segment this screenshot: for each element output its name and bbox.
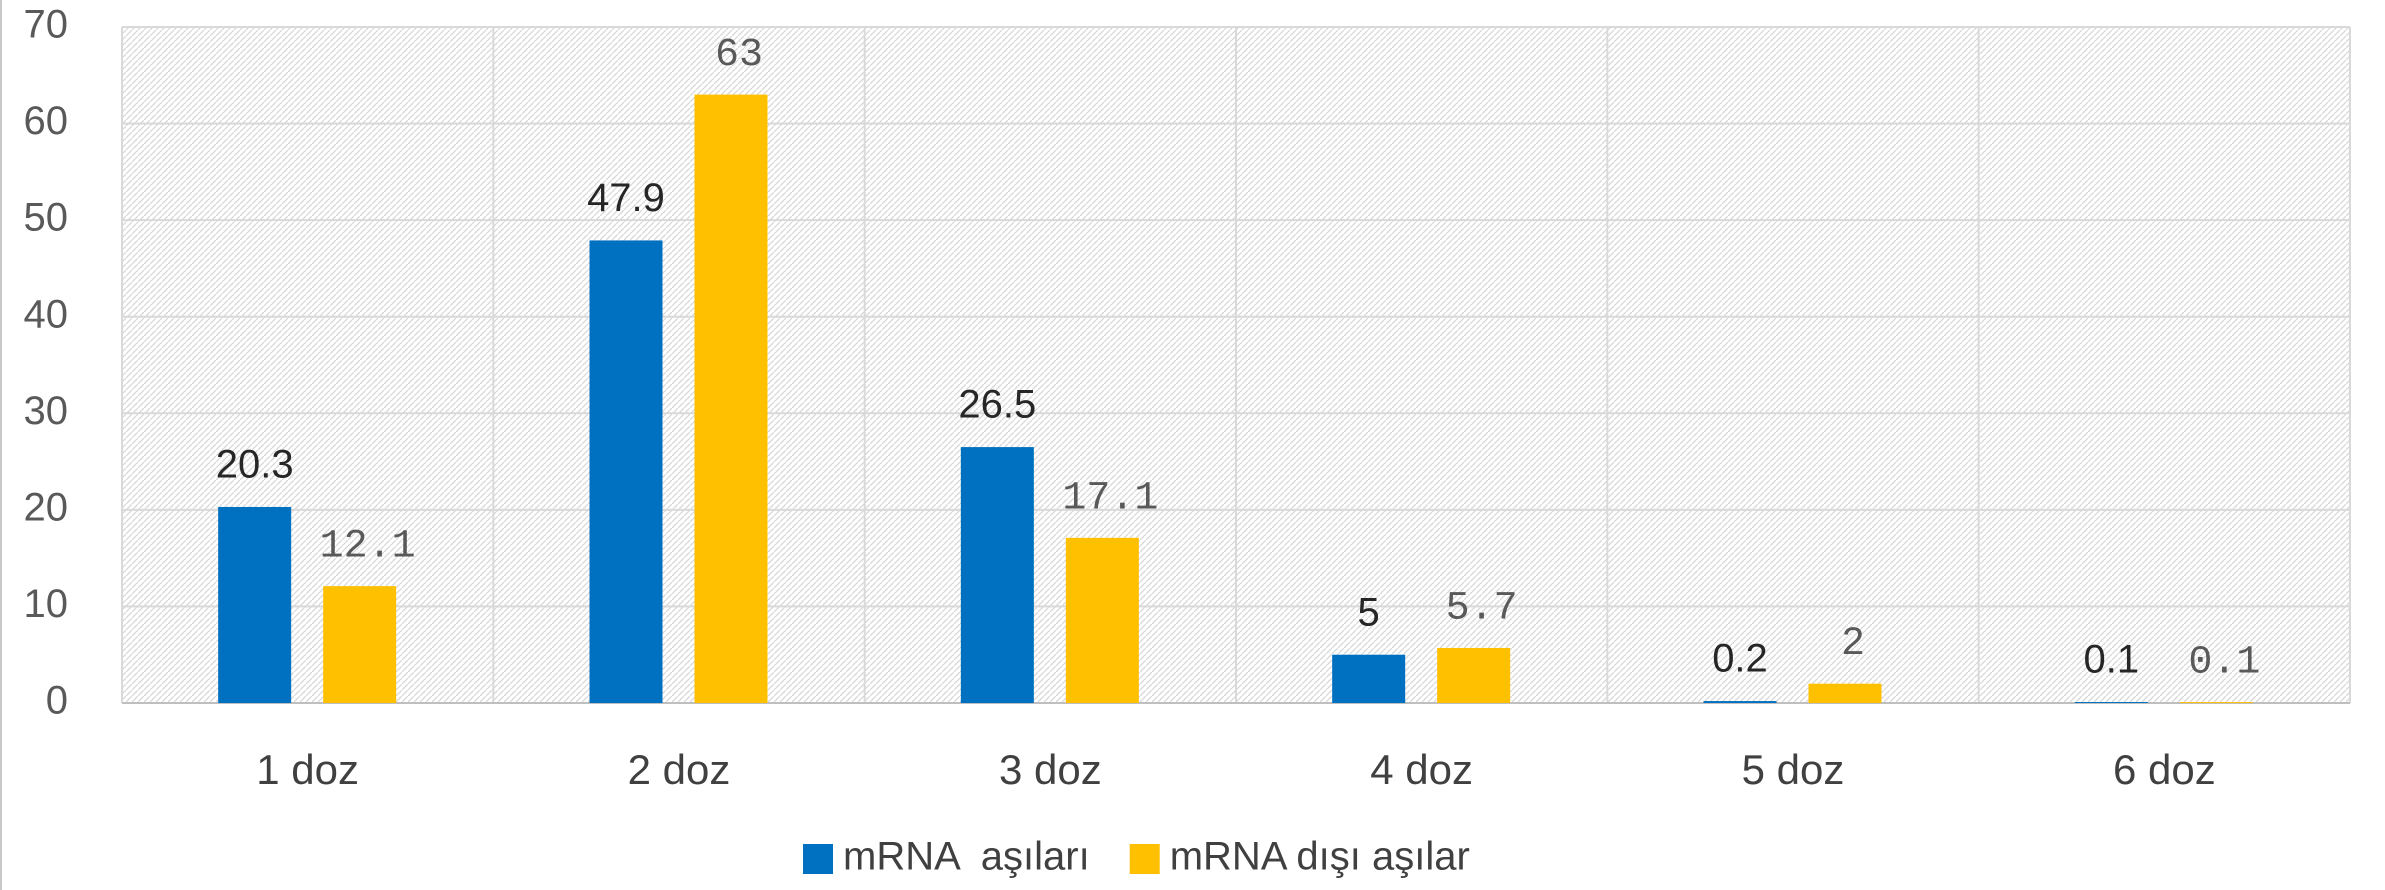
bar xyxy=(960,447,1034,703)
bar xyxy=(1065,537,1139,703)
y-tick-label: 20 xyxy=(24,485,69,529)
x-tick-label: 3 doz xyxy=(999,746,1102,793)
data-label: 12.1 xyxy=(320,525,416,570)
x-tick-label: 2 doz xyxy=(628,746,731,793)
x-tick-label: 5 doz xyxy=(1742,746,1845,793)
data-label: 47.9 xyxy=(587,176,665,220)
bar xyxy=(1437,647,1511,703)
data-label: 63 xyxy=(715,33,763,78)
bar xyxy=(1808,683,1882,703)
y-tick-label: 10 xyxy=(24,582,69,626)
x-tick-label: 4 doz xyxy=(1370,746,1473,793)
bar xyxy=(2074,702,2148,703)
legend-swatch xyxy=(1129,844,1160,874)
data-label: 5.7 xyxy=(1446,587,1518,632)
bar xyxy=(589,240,663,703)
bar xyxy=(1332,654,1406,703)
x-tick-label: 1 doz xyxy=(256,746,359,793)
legend-label: mRNA dışı aşılar xyxy=(1170,835,1470,879)
y-tick-label: 70 xyxy=(24,3,69,47)
data-label: 2 xyxy=(1841,622,1865,667)
bar xyxy=(218,506,292,703)
y-tick-label: 40 xyxy=(24,292,69,336)
y-tick-label: 60 xyxy=(24,99,69,143)
data-label: 17.1 xyxy=(1062,476,1158,521)
data-label: 5 xyxy=(1358,590,1380,634)
y-tick-label: 50 xyxy=(24,196,69,240)
data-label: 0.1 xyxy=(2084,638,2140,682)
data-label: 0.2 xyxy=(1712,637,1768,681)
data-label: 20.3 xyxy=(216,443,294,487)
bar xyxy=(694,94,768,704)
y-tick-label: 0 xyxy=(46,679,68,723)
bar xyxy=(323,586,397,703)
data-label: 26.5 xyxy=(958,383,1036,427)
data-label: 0.1 xyxy=(2188,641,2260,686)
bar xyxy=(1703,701,1777,703)
legend-label: mRNA aşıları xyxy=(843,835,1090,879)
legend-swatch xyxy=(803,844,833,874)
bar xyxy=(2179,702,2253,703)
x-tick-label: 6 doz xyxy=(2113,746,2216,793)
y-tick-label: 30 xyxy=(24,389,69,433)
